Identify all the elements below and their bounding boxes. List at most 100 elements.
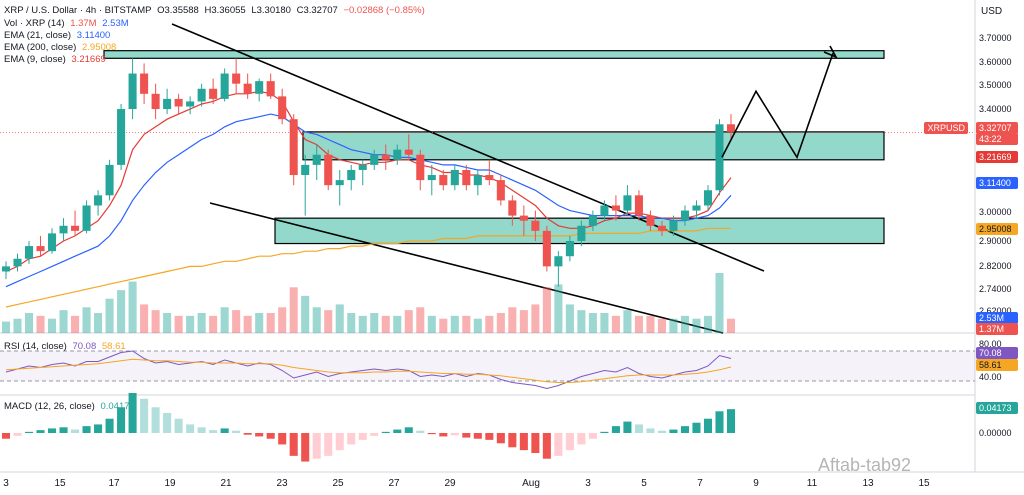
- legend-rsi-value1: 70.08: [72, 341, 97, 352]
- ohlc-high: H3.36055: [204, 5, 246, 16]
- ema21-line: [5, 113, 732, 288]
- legend-volume-label: Vol · XRP (14): [4, 18, 65, 29]
- volume-bar: [301, 295, 310, 333]
- legend-ema9-value: 3.21669: [71, 54, 106, 65]
- volume-bar: [13, 318, 22, 333]
- macd-bar: [358, 433, 367, 440]
- volume-bar: [416, 307, 425, 333]
- volume-bar: [82, 307, 91, 333]
- macd-bar: [82, 426, 91, 433]
- ema21-price-label: 3.11400: [976, 177, 1018, 189]
- x-axis-label: 19: [164, 478, 176, 489]
- macd-value-label: 0.04173: [976, 402, 1018, 414]
- volume-ma-label: 2.53M: [976, 312, 1018, 324]
- x-axis-label: 13: [862, 478, 874, 489]
- legend-rsi-value2: 58.61: [101, 341, 126, 352]
- candle: [266, 81, 275, 97]
- macd-bar: [404, 427, 413, 433]
- macd-bar: [232, 430, 241, 433]
- volume-bar: [611, 315, 620, 333]
- macd-bar: [163, 413, 172, 433]
- ohlc-low: L3.30180: [251, 5, 291, 16]
- volume-bar: [703, 315, 713, 333]
- legend-rsi[interactable]: RSI (14, close) 70.08 58.61: [4, 341, 129, 352]
- candle: [128, 73, 137, 110]
- candle: [358, 164, 367, 170]
- legend-macd-label: MACD (12, 26, close): [4, 401, 95, 412]
- macd-bar: [416, 430, 425, 433]
- volume-bar: [94, 313, 103, 333]
- candle: [657, 225, 666, 231]
- x-axis-label: 7: [697, 478, 703, 489]
- candle: [542, 230, 551, 267]
- legend-volume[interactable]: Vol · XRP (14) 1.37M 2.53M: [4, 18, 132, 29]
- volume-bar: [634, 315, 643, 333]
- price-tick: 3.70000: [979, 33, 1012, 43]
- legend-ema200[interactable]: EMA (200, close) 2.95008: [4, 42, 119, 53]
- volume-bar: [209, 315, 218, 333]
- candle: [94, 195, 103, 206]
- macd-bar: [347, 433, 356, 445]
- macd-bar: [151, 407, 160, 433]
- candle: [335, 180, 344, 186]
- macd-bar: [94, 424, 103, 433]
- legend-ema21[interactable]: EMA (21, close) 3.11400: [4, 30, 113, 41]
- candle: [577, 225, 586, 241]
- volume-bar: [473, 318, 482, 333]
- volume-bar: [726, 318, 736, 333]
- candle: [496, 180, 505, 201]
- macd-bar: [174, 418, 183, 433]
- candle: [370, 154, 379, 165]
- volume-bar: [577, 310, 586, 333]
- watermark: Aftab-tab92: [818, 455, 912, 475]
- macd-bar: [554, 433, 563, 456]
- candle: [531, 220, 540, 231]
- currency-label[interactable]: USD: [981, 6, 1003, 17]
- volume-bar: [519, 310, 528, 333]
- volume-bar: [140, 304, 149, 333]
- legend-macd[interactable]: MACD (12, 26, close) 0.04173: [4, 401, 138, 412]
- volume-bar: [657, 318, 666, 333]
- candle: [82, 205, 91, 231]
- volume-bar: [496, 313, 505, 333]
- candle: [404, 149, 413, 155]
- candle: [485, 175, 494, 181]
- volume-bar: [36, 315, 45, 333]
- volume-bar: [266, 313, 275, 333]
- volume-bar: [588, 313, 597, 333]
- volume-bar: [243, 315, 252, 333]
- macd-bar: [600, 431, 609, 433]
- volume-bar: [163, 313, 172, 333]
- candle: [197, 88, 206, 102]
- candle: [726, 124, 736, 132]
- macd-bar: [209, 430, 218, 433]
- rsi-tick: 40.00: [979, 372, 1002, 382]
- ema200-price-label: 2.95008: [976, 223, 1018, 235]
- legend-ema200-label: EMA (200, close): [4, 42, 77, 53]
- candle: [462, 169, 471, 186]
- legend-ema9[interactable]: EMA (9, close) 3.21669: [4, 54, 109, 65]
- volume-bar: [600, 313, 609, 333]
- volume-bar: [324, 310, 333, 333]
- x-axis-label: 15: [54, 478, 66, 489]
- legend-ema200-value: 2.95008: [81, 42, 117, 53]
- x-axis-label: 23: [276, 478, 288, 489]
- macd-bar: [703, 418, 713, 433]
- volume-bar: [105, 298, 114, 333]
- price-tick: 3.00000: [979, 207, 1012, 217]
- macd-bar: [220, 428, 229, 433]
- rsi-line: [5, 350, 732, 390]
- macd-bar: [542, 433, 551, 459]
- ohlc-open: O3.35588: [157, 5, 199, 16]
- macd-bar: [646, 428, 655, 433]
- rsi-tick: 80.00: [979, 339, 1002, 349]
- candle: [703, 190, 713, 206]
- candle: [48, 233, 57, 252]
- price-tick: 2.62000: [979, 306, 1012, 316]
- volume-bar: [531, 304, 540, 333]
- ema200-line: [5, 227, 731, 308]
- volume-bar: [427, 315, 436, 333]
- macd-bar: [669, 429, 678, 433]
- macd-bar: [1, 433, 11, 439]
